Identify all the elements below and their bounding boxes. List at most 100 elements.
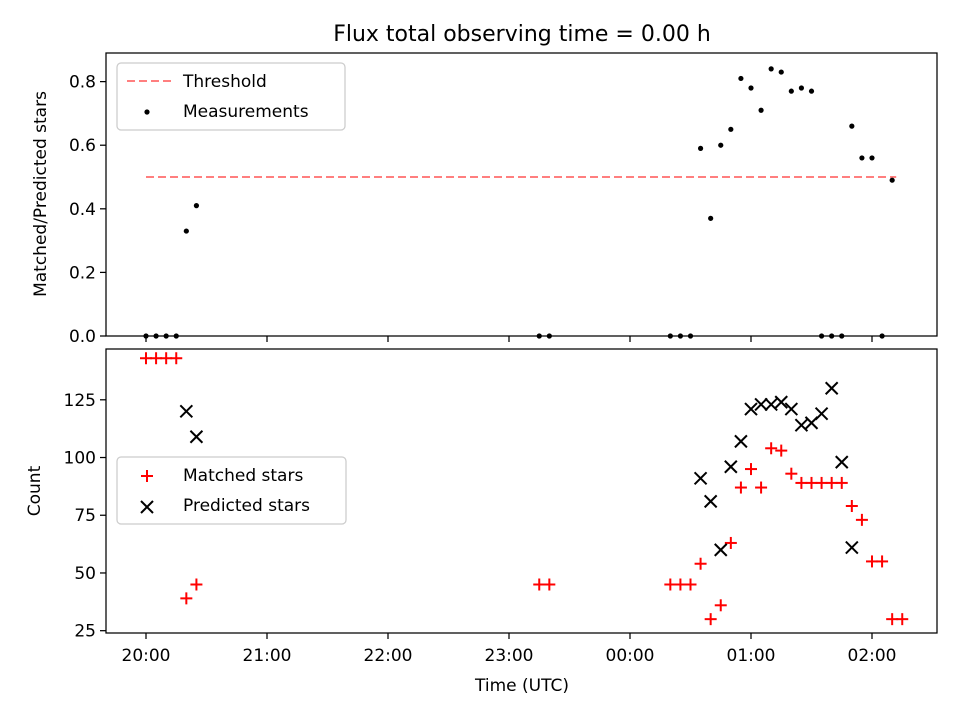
matched-star-point <box>765 442 778 455</box>
x-b <box>784 402 799 416</box>
measurement-point <box>778 69 784 75</box>
bottom-legend-box <box>116 456 347 525</box>
y-tick-label: 125 <box>64 391 96 411</box>
predicted-star-point <box>764 397 778 412</box>
predicted-star-point <box>693 471 708 486</box>
matched-star-point <box>724 536 737 549</box>
matched-star-point <box>140 352 152 365</box>
bottom-legend: Matched stars Predicted stars <box>116 456 347 525</box>
predicted-star-point <box>784 402 799 416</box>
predicted-star-point <box>714 543 728 557</box>
x-b <box>693 471 708 486</box>
matched-star-point <box>896 613 909 626</box>
measurement-point <box>193 203 200 209</box>
predicted-star-point <box>189 430 204 444</box>
bottom-y-ticks: 25 50 75 100 125 <box>64 391 106 642</box>
top-axes-frame <box>105 52 938 337</box>
measurement-point <box>788 88 794 94</box>
legend-matched-swatch <box>141 470 153 482</box>
y-tick-label: 0.4 <box>69 200 96 220</box>
y-tick-label: 50 <box>74 564 96 584</box>
matched-star-point <box>533 578 546 591</box>
matched-star-point <box>815 476 828 489</box>
x-tick-label: 22:00 <box>364 646 413 666</box>
measurement-point <box>708 215 714 221</box>
measurement-point <box>798 85 805 91</box>
x-b <box>179 404 194 419</box>
x-tick-label: 20:00 <box>122 646 171 666</box>
x-b <box>714 543 728 557</box>
measurement-point <box>697 145 704 151</box>
bottom-x-ticks: 20:00 21:00 22:00 23:00 00:00 01:00 02:00 <box>122 633 897 666</box>
x-b <box>794 418 809 432</box>
x-b <box>814 406 829 421</box>
measurement-point <box>869 155 875 161</box>
predicted-star-point <box>724 460 738 474</box>
matched-star-point <box>180 592 193 605</box>
matched-star-point <box>795 476 808 489</box>
x-b <box>835 455 849 469</box>
y-tick-label: 75 <box>74 506 96 526</box>
matched-star-point <box>170 352 183 365</box>
x-tick-label: 01:00 <box>727 646 776 666</box>
matched-star-point <box>835 476 848 489</box>
matched-star-point <box>745 463 757 476</box>
measurement-point <box>768 66 774 72</box>
measurement-point <box>748 85 754 91</box>
x-b <box>703 494 718 509</box>
y-tick-label: 0.6 <box>69 136 96 156</box>
legend-matched-label: Matched stars <box>183 466 303 486</box>
matched-star-point <box>160 352 173 365</box>
measurement-point <box>758 107 764 113</box>
top-legend-box <box>116 62 346 131</box>
bottom-panel: 25 50 75 100 125 20:00 21:00 22:00 23:00 00:00 01… <box>25 348 938 696</box>
predicted-star-point <box>774 395 788 409</box>
matched-star-point <box>704 613 717 626</box>
figure-title: Flux total observing time = 0.00 h <box>333 22 711 47</box>
measurement-point <box>859 155 865 161</box>
matched-star-point <box>694 557 707 570</box>
x-b <box>734 434 748 449</box>
y-tick-label: 25 <box>74 622 96 642</box>
matched-star-point <box>805 476 818 489</box>
x-b <box>189 430 204 444</box>
matched-star-point <box>785 467 798 480</box>
measurement-point <box>849 123 855 129</box>
x-axis-label: Time (UTC) <box>474 676 569 696</box>
x-b <box>744 402 758 416</box>
matched-star-point <box>674 578 687 591</box>
predicted-star-point <box>754 397 768 412</box>
x-tick-label: 21:00 <box>243 646 292 666</box>
measurement-point <box>728 126 734 132</box>
predicted-star-point <box>814 406 829 421</box>
measurement-point <box>718 142 724 148</box>
matched-star-point <box>886 613 899 626</box>
y-tick-label: 100 <box>64 449 96 469</box>
matched-star-point <box>543 578 556 591</box>
y-tick-label: 0.0 <box>69 327 96 347</box>
measurement-point <box>183 228 189 234</box>
y-tick-label: 0.2 <box>69 263 96 283</box>
x-tick-label: 02:00 <box>848 646 897 666</box>
x-b <box>754 397 768 412</box>
matched-star-point <box>825 476 838 489</box>
predicted-star-point <box>179 404 194 419</box>
top-y-axis-label: Matched/Predicted stars <box>31 91 51 297</box>
predicted-star-point <box>845 540 859 555</box>
bottom-axes-frame <box>105 348 938 634</box>
predicted-star-point <box>703 494 718 509</box>
top-x-ticks <box>145 336 873 342</box>
bottom-y-axis-label: Count <box>25 465 45 516</box>
x-b <box>724 460 738 474</box>
predicted-star-point <box>744 402 758 416</box>
x-b <box>824 381 839 395</box>
legend-predicted-swatch <box>140 500 154 514</box>
x-tick-label: 00:00 <box>606 646 655 666</box>
matched-star-point <box>714 599 727 612</box>
matched-star-point <box>190 578 203 591</box>
predicted-star-point <box>835 455 849 469</box>
predicted-star-point <box>734 434 748 449</box>
matched-star-point <box>876 555 889 568</box>
predicted-star-point <box>824 381 839 395</box>
